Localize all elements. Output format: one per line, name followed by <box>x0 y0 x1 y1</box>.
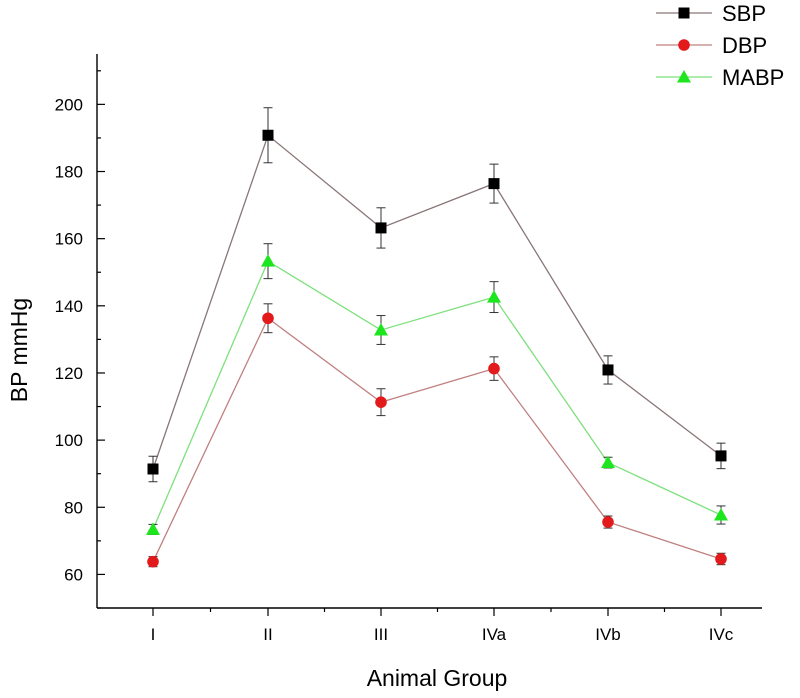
x-tick-label: IVc <box>709 625 734 644</box>
data-point-mabp <box>601 455 615 469</box>
series-line-dbp <box>152 317 722 562</box>
data-point-dbp <box>488 362 500 375</box>
y-tick-label: 140 <box>55 297 83 316</box>
legend-marker-dbp <box>678 39 690 51</box>
data-point-sbp <box>715 450 727 462</box>
data-point-mabp <box>374 322 388 336</box>
data-point-sbp <box>375 222 387 234</box>
legend-label-dbp: DBP <box>722 33 767 58</box>
x-axis-title: Animal Group <box>367 665 508 691</box>
series-line-mabp <box>152 260 722 530</box>
series-line-sbp <box>152 134 722 470</box>
plot-frame <box>96 54 762 609</box>
x-tick-label: I <box>151 625 156 644</box>
legend-label-mabp: MABP <box>722 65 784 90</box>
x-tick-label: IVb <box>595 625 621 644</box>
x-tick-label: III <box>374 625 388 644</box>
legend-marker-mabp <box>677 70 691 83</box>
legend-label-sbp: SBP <box>722 1 766 26</box>
y-axis-ticks: 60 80 100 120 140 160 180 200 <box>55 70 105 609</box>
series-mabp <box>146 243 728 535</box>
x-tick-label: IVa <box>482 625 507 644</box>
data-point-dbp <box>715 553 727 565</box>
y-tick-label: 200 <box>55 95 83 114</box>
data-point-dbp <box>375 396 387 408</box>
data-point-sbp <box>147 463 159 475</box>
y-tick-label: 60 <box>64 565 83 584</box>
data-point-sbp <box>602 364 614 376</box>
data-point-mabp <box>714 507 728 521</box>
data-point-dbp <box>147 555 159 568</box>
y-axis-title: BP mmHg <box>6 298 32 402</box>
y-tick-label: 180 <box>55 163 83 182</box>
data-point-mabp <box>146 522 160 535</box>
y-tick-label: 120 <box>55 364 83 383</box>
data-point-dbp <box>602 516 614 528</box>
x-tick-label: II <box>263 625 272 644</box>
y-tick-label: 160 <box>55 230 83 249</box>
data-point-sbp <box>262 129 274 141</box>
y-tick-label: 80 <box>64 498 83 517</box>
data-point-sbp <box>488 178 500 190</box>
data-point-dbp <box>262 312 274 325</box>
y-tick-label: 100 <box>55 431 83 450</box>
series-dbp <box>147 303 727 568</box>
data-point-mabp <box>261 254 275 267</box>
series-group <box>146 107 728 568</box>
series-sbp <box>147 107 727 483</box>
x-axis-ticks: I II III IVa IVb IVc <box>151 608 734 644</box>
data-point-mabp <box>487 290 501 303</box>
legend-marker-sbp <box>678 7 690 19</box>
legend: SBP DBP MABP <box>656 1 784 90</box>
